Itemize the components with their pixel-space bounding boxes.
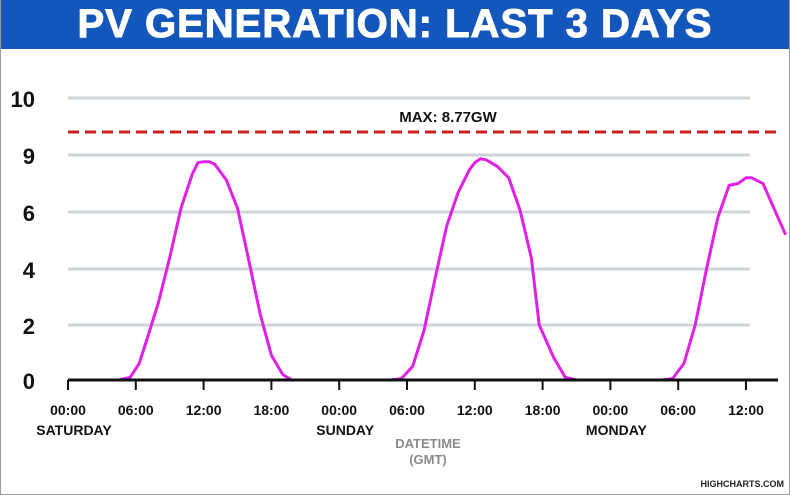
x-tick-label: 00:00	[592, 402, 628, 418]
y-tick-label: 6	[23, 201, 35, 226]
x-tick-label: 00:00	[50, 402, 86, 418]
x-day-label: MONDAY	[586, 422, 648, 438]
y-tick-label: 10	[11, 87, 35, 112]
x-tick-label: 06:00	[389, 402, 425, 418]
x-tick-label: 12:00	[728, 402, 764, 418]
x-axis-title: DATETIME	[395, 436, 461, 451]
x-tick-label: 06:00	[118, 402, 154, 418]
pv-series-line	[68, 157, 787, 382]
y-tick-label: 9	[23, 144, 35, 169]
y-tick-label: 4	[23, 258, 36, 283]
max-label: MAX: 8.77GW	[399, 109, 497, 126]
x-tick-label: 06:00	[660, 402, 696, 418]
x-tick-label: 18:00	[253, 402, 289, 418]
x-tick-label: 12:00	[186, 402, 222, 418]
y-tick-label: 0	[23, 369, 35, 394]
x-tick-label: 12:00	[457, 402, 493, 418]
x-axis-title: (GMT)	[409, 452, 447, 467]
title-bar: PV GENERATION: LAST 3 DAYS	[1, 0, 789, 49]
x-day-label: SATURDAY	[36, 422, 112, 438]
highcharts-credit[interactable]: HIGHCHARTS.COM	[700, 479, 785, 489]
x-day-label: SUNDAY	[316, 422, 374, 438]
x-tick-label: 00:00	[321, 402, 357, 418]
y-tick-label: 2	[23, 314, 35, 339]
x-tick-label: 18:00	[525, 402, 561, 418]
chart-title: PV GENERATION: LAST 3 DAYS	[77, 2, 713, 47]
